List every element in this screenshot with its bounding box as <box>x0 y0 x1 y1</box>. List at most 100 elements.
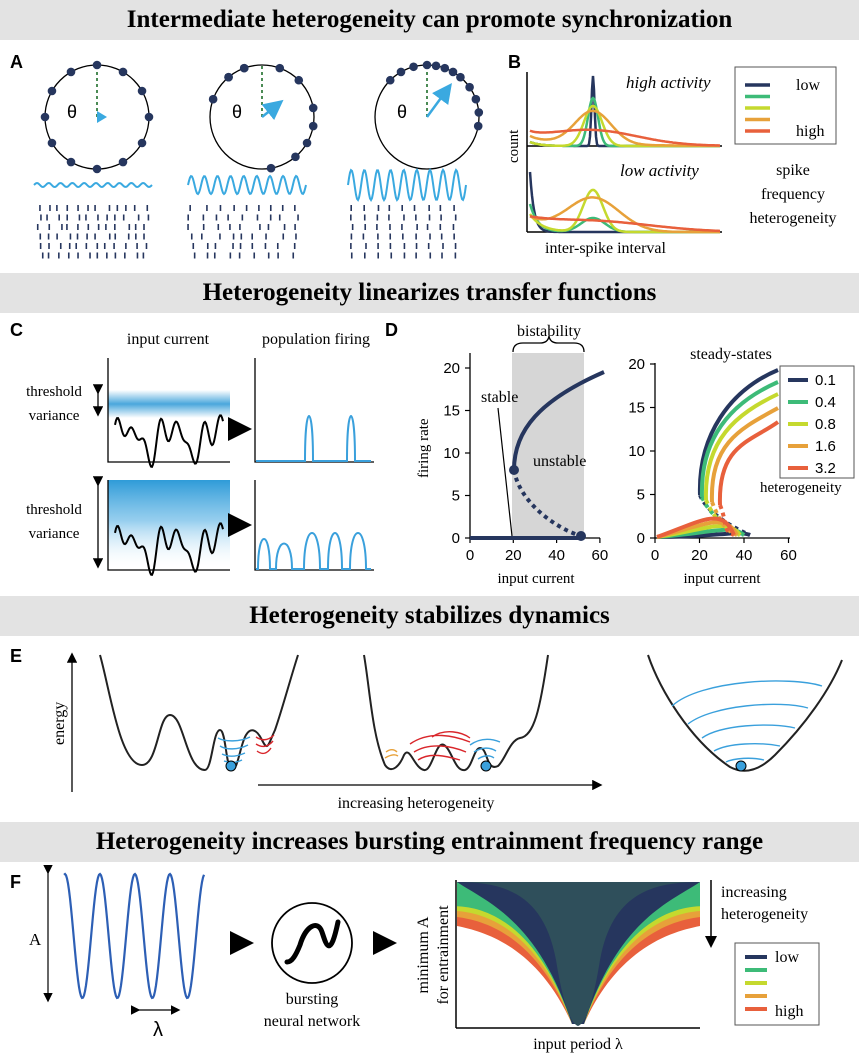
y-tick-label: 20 <box>628 356 645 373</box>
panel-c-input-title: input current <box>127 331 210 348</box>
panel-label-f: F <box>10 872 21 892</box>
neuron-dot <box>118 157 128 167</box>
panel-f-ylabel-1: minimum A <box>415 916 432 993</box>
y-tick-label: 10 <box>443 445 460 462</box>
panel-label-b: B <box>508 52 521 72</box>
steady-state-stable <box>703 392 779 501</box>
network-sine-icon <box>284 919 341 965</box>
panel-f: A λ bursting neural network minimum A fo… <box>29 864 820 1053</box>
theta-label: θ <box>397 102 407 122</box>
y-tick-label: 15 <box>628 400 645 417</box>
panel-f-network-2: neural network <box>264 1013 360 1030</box>
panel-f-legend-high: high <box>775 1003 803 1020</box>
input-sine-wave <box>63 872 206 1000</box>
theta-label: θ <box>67 102 77 122</box>
panel-f-xlabel: input period λ <box>533 1036 623 1053</box>
panel-label-c: C <box>10 320 23 340</box>
neuron-dot <box>144 112 154 122</box>
neuron-dot <box>422 60 432 70</box>
isi-curve-high-activity <box>529 109 720 147</box>
neuron-dot <box>208 94 218 104</box>
neuron-dot <box>40 112 50 122</box>
isi-curve-low-activity <box>529 196 720 234</box>
x-tick-label: 0 <box>651 547 659 564</box>
panel-b-legend-title-1: spike <box>776 162 810 179</box>
neuron-dot <box>291 152 300 162</box>
neuron-dot <box>471 94 481 104</box>
panel-b: high activity low activity count inter-s… <box>506 66 837 257</box>
ball-low <box>225 760 237 772</box>
panel-b-legend-title-2: frequency <box>761 186 825 203</box>
input-current-curve-bottom <box>114 522 224 576</box>
population-firing-top <box>256 415 371 462</box>
panel-label-a: A <box>10 52 23 72</box>
legend-value: 0.8 <box>815 416 836 433</box>
neuron-dot <box>431 61 441 71</box>
panel-d-steady-title: steady-states <box>690 346 772 363</box>
panel-b-legend-high: high <box>796 123 824 140</box>
neuron-dot <box>118 67 128 77</box>
y-tick-label: 5 <box>452 488 460 505</box>
y-tick-label: 15 <box>443 403 460 420</box>
banner-linearize: Heterogeneity linearizes transfer functi… <box>0 273 859 313</box>
neuron-dot <box>224 72 233 82</box>
threshold-label-bottom-2: variance <box>29 526 80 542</box>
steady-state-stable <box>709 406 779 503</box>
panel-e: energy <box>51 652 843 812</box>
bifurcation-point-2 <box>576 531 586 541</box>
y-tick-label: 0 <box>637 530 645 547</box>
y-tick-label: 10 <box>628 443 645 460</box>
x-tick-label: 40 <box>548 547 565 564</box>
panel-d-bistability: bistability <box>517 323 581 340</box>
panel-d-xlabel-left: input current <box>497 571 575 587</box>
isi-curve-low-activity <box>528 188 720 234</box>
panel-c-axes-top-input <box>107 358 230 463</box>
population-rhythm-wave <box>187 174 307 196</box>
bistability-region <box>512 353 584 538</box>
mean-phase-arrow <box>97 111 107 123</box>
steady-state-lower <box>656 516 736 539</box>
bifurcation-point-1 <box>509 465 519 475</box>
phase-circle <box>209 64 315 170</box>
neuron-dot <box>308 103 318 113</box>
isi-curve-high-activity <box>529 128 720 147</box>
panel-b-high-activity: high activity <box>626 73 711 92</box>
neuron-dot <box>47 86 57 96</box>
y-tick-label: 5 <box>637 487 645 504</box>
neuron-dot <box>465 82 474 92</box>
landscape-low <box>99 654 299 772</box>
legend-value: 0.4 <box>815 394 836 411</box>
banner-bursting: Heterogeneity increases bursting entrain… <box>0 822 859 862</box>
ball-high <box>735 760 747 772</box>
neuron-dot <box>47 138 57 148</box>
legend-value: 0.1 <box>815 372 836 389</box>
neuron-dot <box>66 67 76 77</box>
steady-state-stable <box>697 368 779 496</box>
entrainment-band-low <box>457 882 700 1026</box>
panel-c-output-title: population firing <box>262 331 370 348</box>
isi-curve-high-activity <box>529 104 720 148</box>
neuron-dot <box>308 121 318 131</box>
y-tick-label: 20 <box>443 360 460 377</box>
x-tick-label: 0 <box>466 547 474 564</box>
stable-pointer <box>497 407 513 537</box>
isi-curve-low-activity <box>529 214 720 233</box>
theta-label: θ <box>232 102 242 122</box>
mean-phase-arrow <box>425 82 452 118</box>
neuron-dot <box>440 63 450 73</box>
neuron-dot <box>474 108 484 117</box>
panel-f-increasing-2: heterogeneity <box>721 906 808 923</box>
neuron-dot <box>302 138 312 148</box>
panel-f-period-label: λ <box>153 1019 163 1041</box>
banner-stabilize: Heterogeneity stabilizes dynamics <box>0 596 859 636</box>
threshold-band-wide <box>108 480 230 570</box>
neuron-dot <box>137 138 147 148</box>
neuron-dot <box>456 72 465 82</box>
panel-c-axes-bottom-input <box>107 480 230 571</box>
panel-d-stable-label: stable <box>481 389 518 406</box>
population-rhythm-wave <box>347 168 467 202</box>
panel-c-axes-top-output <box>254 358 374 463</box>
panel-b-legend-title-3: heterogeneity <box>749 210 836 227</box>
panel-d-ylabel: firing rate <box>416 418 432 478</box>
